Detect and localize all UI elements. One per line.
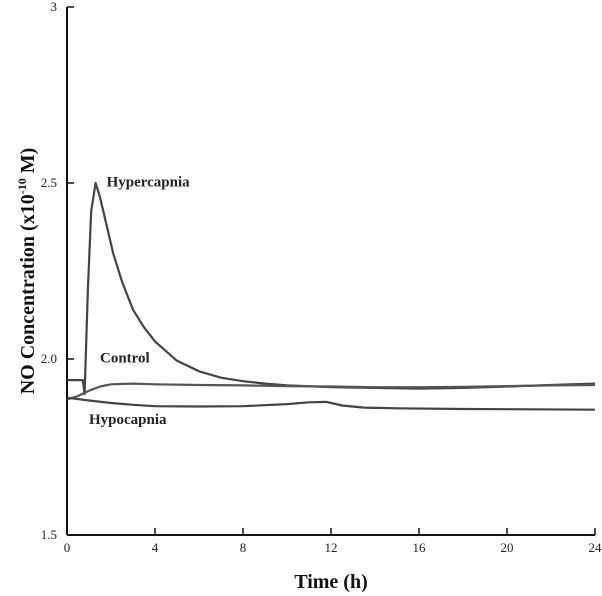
series-group [66, 181, 596, 411]
x-tick-label: 0 [64, 540, 71, 555]
x-tick-label: 4 [152, 540, 159, 555]
x-tick-label: 12 [325, 540, 338, 555]
annotations: Hypercapnia Control Hypocapnia [89, 175, 190, 429]
y-tick-label: 2.5 [41, 175, 57, 190]
x-tick-label: 24 [589, 540, 602, 555]
y-tick-label: 3 [51, 0, 58, 14]
annotation-hypocapnia: Hypocapnia [89, 412, 167, 428]
series-line-hypocapnia [66, 396, 596, 411]
x-tick-label: 16 [413, 540, 427, 555]
annotation-control: Control [100, 351, 150, 367]
series-line-control [66, 382, 596, 401]
axes: 0 4 8 12 16 20 24 1.5 2.0 2.5 3 [41, 0, 602, 555]
y-tick-label: 1.5 [41, 527, 57, 542]
y-axis-label: NO Concentration (x10-10 M) [15, 148, 39, 395]
x-axis-label: Time (h) [294, 571, 368, 593]
x-tick-label: 8 [240, 540, 247, 555]
series-line-hypercapnia [67, 181, 596, 396]
y-tick-label: 2.0 [41, 351, 57, 366]
annotation-hypercapnia: Hypercapnia [107, 175, 191, 191]
x-tick-label: 20 [501, 540, 514, 555]
